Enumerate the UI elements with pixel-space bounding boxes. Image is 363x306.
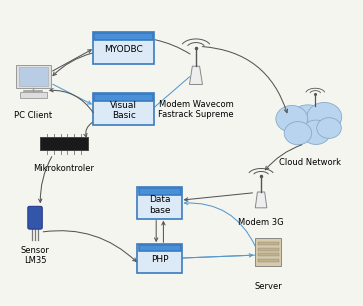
- Text: Data
base: Data base: [149, 196, 171, 215]
- Circle shape: [276, 106, 308, 132]
- FancyBboxPatch shape: [137, 244, 182, 273]
- FancyBboxPatch shape: [139, 245, 181, 251]
- Circle shape: [317, 118, 341, 138]
- FancyBboxPatch shape: [137, 187, 182, 219]
- Text: Modem 3G: Modem 3G: [238, 218, 284, 227]
- FancyBboxPatch shape: [256, 238, 281, 266]
- FancyBboxPatch shape: [19, 67, 48, 86]
- Text: Modem Wavecom
Fastrack Supreme: Modem Wavecom Fastrack Supreme: [158, 100, 234, 119]
- FancyBboxPatch shape: [258, 242, 279, 245]
- FancyBboxPatch shape: [139, 188, 181, 196]
- Text: Cloud Network: Cloud Network: [279, 158, 341, 166]
- Text: Visual
Basic: Visual Basic: [110, 101, 137, 121]
- FancyBboxPatch shape: [93, 32, 154, 64]
- FancyBboxPatch shape: [258, 248, 279, 251]
- Circle shape: [287, 105, 329, 140]
- Text: PHP: PHP: [151, 255, 168, 264]
- FancyBboxPatch shape: [28, 206, 42, 229]
- FancyBboxPatch shape: [94, 33, 153, 40]
- FancyBboxPatch shape: [16, 65, 50, 88]
- Text: Sensor
LM35: Sensor LM35: [21, 246, 49, 265]
- Text: Server: Server: [254, 282, 282, 290]
- Text: MYODBC: MYODBC: [104, 45, 143, 54]
- Circle shape: [302, 120, 330, 144]
- Text: Mikrokontroler: Mikrokontroler: [33, 164, 94, 173]
- FancyBboxPatch shape: [94, 94, 153, 101]
- Text: PC Client: PC Client: [14, 111, 52, 120]
- Circle shape: [284, 121, 312, 145]
- FancyBboxPatch shape: [258, 253, 279, 256]
- FancyBboxPatch shape: [40, 137, 88, 150]
- Polygon shape: [189, 66, 203, 84]
- FancyBboxPatch shape: [258, 259, 279, 262]
- FancyBboxPatch shape: [93, 93, 154, 125]
- Circle shape: [307, 103, 342, 132]
- Polygon shape: [255, 192, 267, 208]
- FancyBboxPatch shape: [20, 92, 46, 98]
